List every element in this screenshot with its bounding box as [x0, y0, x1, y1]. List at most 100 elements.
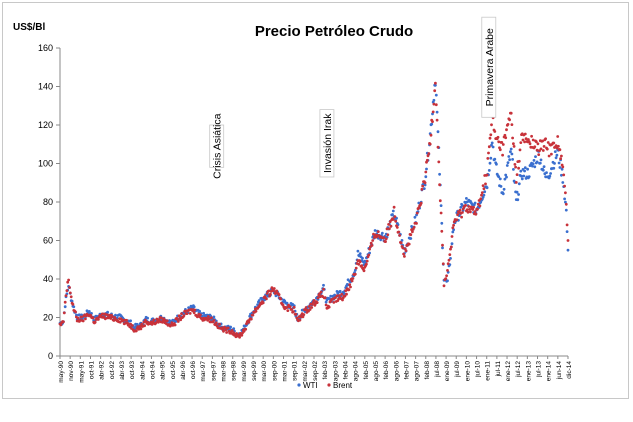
x-tick-label: abr-94	[139, 361, 146, 380]
x-tick-label: feb-03	[322, 361, 329, 380]
data-point	[467, 205, 471, 208]
data-point	[307, 305, 311, 308]
data-point	[411, 230, 414, 234]
data-point	[272, 287, 276, 290]
data-point	[564, 208, 568, 212]
data-point	[353, 272, 357, 276]
data-point	[281, 303, 285, 307]
data-point	[493, 157, 497, 161]
data-point	[393, 215, 397, 219]
x-tick-label: may-90	[58, 361, 65, 383]
data-point	[199, 313, 202, 317]
data-point	[438, 172, 441, 176]
data-point	[212, 315, 216, 319]
data-point	[438, 199, 442, 203]
data-point	[445, 274, 448, 278]
data-point	[490, 143, 493, 147]
annotation-label: Primavera Arabe	[484, 28, 496, 106]
x-tick-label: abr-93	[119, 361, 126, 380]
data-point	[481, 195, 485, 199]
x-tick-label: may-91	[78, 361, 85, 383]
data-point	[430, 122, 434, 126]
data-point	[413, 215, 417, 219]
data-point	[512, 168, 515, 171]
data-point	[538, 161, 542, 165]
data-point	[340, 292, 344, 296]
data-point	[63, 305, 67, 309]
data-point	[481, 184, 485, 188]
data-point	[294, 312, 298, 316]
data-point	[254, 309, 258, 313]
data-point	[152, 318, 156, 322]
data-point	[270, 286, 274, 290]
data-point	[435, 110, 439, 114]
data-point	[434, 81, 437, 85]
data-point	[519, 169, 523, 173]
data-point	[562, 173, 566, 177]
data-point	[488, 136, 492, 140]
data-point	[301, 315, 305, 319]
data-point	[188, 312, 192, 315]
data-point	[229, 325, 233, 329]
x-tick-label: sep-97	[210, 361, 217, 381]
data-point	[72, 305, 76, 309]
data-point	[504, 136, 508, 140]
x-tick-label: oct-95	[170, 361, 177, 379]
data-point	[517, 193, 520, 196]
data-point	[399, 241, 403, 245]
data-point	[345, 292, 348, 296]
x-tick-label: sep-02	[312, 361, 319, 381]
x-tick-label: ene-12	[505, 361, 512, 382]
data-point	[409, 237, 413, 240]
data-point	[338, 289, 342, 293]
data-point	[541, 149, 545, 152]
data-point	[400, 239, 404, 242]
data-point	[547, 154, 551, 158]
data-point	[80, 315, 83, 319]
data-point	[350, 279, 354, 283]
data-point	[62, 311, 66, 315]
data-point	[292, 310, 295, 313]
data-point	[412, 226, 416, 229]
data-point	[265, 297, 268, 301]
data-point	[435, 118, 439, 122]
x-tick-label: ago-07	[414, 361, 421, 382]
data-point	[385, 227, 389, 231]
data-point	[447, 258, 451, 262]
data-point	[423, 183, 427, 187]
data-point	[465, 197, 468, 200]
data-point	[520, 177, 524, 181]
data-point	[182, 314, 186, 318]
data-point	[498, 177, 502, 181]
data-point	[162, 317, 166, 321]
data-point	[404, 249, 408, 253]
data-point	[480, 191, 484, 195]
data-point	[357, 262, 361, 266]
data-point	[207, 317, 211, 321]
data-point	[136, 325, 140, 329]
data-point	[139, 327, 143, 331]
data-point	[157, 318, 161, 322]
data-point	[566, 239, 570, 242]
data-point	[335, 294, 339, 298]
data-point	[476, 207, 479, 211]
data-point	[176, 320, 180, 323]
data-point	[549, 172, 552, 175]
data-point	[277, 293, 281, 296]
data-point	[97, 318, 100, 321]
data-point	[279, 297, 283, 301]
data-point	[476, 202, 480, 206]
data-point	[510, 152, 514, 156]
data-point	[450, 235, 454, 238]
data-point	[537, 153, 541, 157]
data-point	[527, 140, 531, 144]
data-point	[473, 210, 477, 213]
chart-frame: Precio Petróleo Crudo US$/Bl 0 20 40 60 80 10…	[2, 2, 629, 399]
data-point	[506, 161, 510, 165]
data-point	[78, 318, 82, 322]
data-point	[466, 210, 470, 214]
data-point	[113, 316, 117, 319]
data-point	[245, 322, 248, 326]
data-point	[420, 187, 424, 191]
data-point	[505, 164, 509, 167]
